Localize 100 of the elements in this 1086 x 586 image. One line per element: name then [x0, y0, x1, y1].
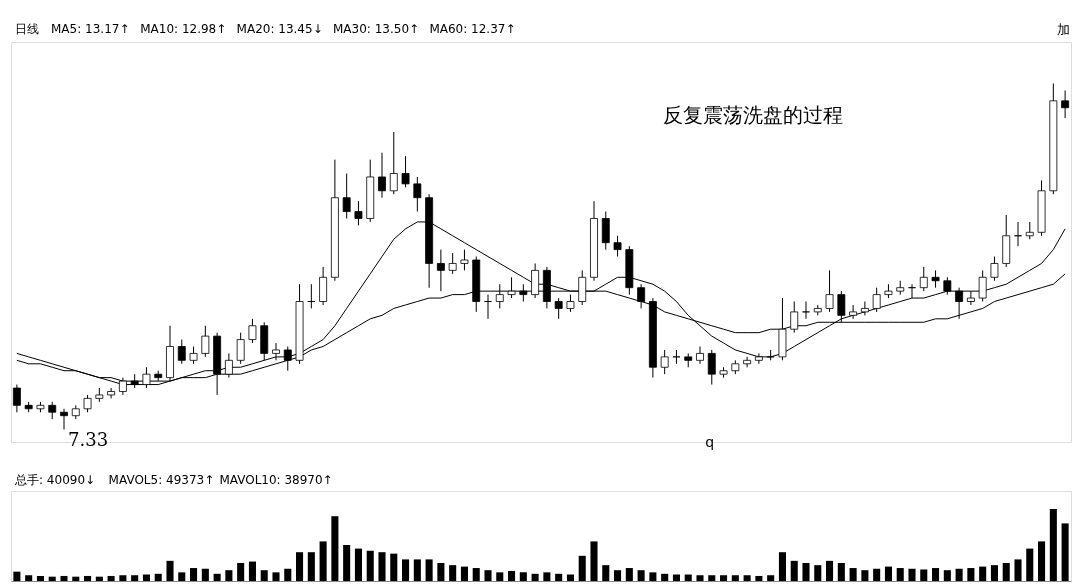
bar — [708, 575, 716, 581]
candlestick — [919, 266, 928, 292]
candlestick — [660, 349, 669, 375]
candlestick — [283, 346, 292, 372]
bar — [943, 570, 951, 581]
bar — [213, 573, 221, 581]
bar — [614, 570, 622, 581]
bar — [484, 570, 492, 581]
text: MA30: 13.50↑ — [333, 22, 420, 36]
candlestick — [966, 290, 975, 306]
bar — [13, 571, 21, 581]
bar — [131, 575, 139, 581]
bar — [555, 573, 563, 581]
bar — [84, 575, 92, 581]
candlestick — [248, 318, 257, 344]
bar — [437, 563, 445, 581]
bar — [531, 573, 539, 581]
bar — [366, 550, 374, 581]
bar — [672, 574, 680, 581]
bar — [1002, 563, 1010, 581]
candlestick — [554, 297, 563, 320]
bar — [932, 568, 940, 581]
candlestick — [802, 301, 810, 320]
candlestick — [60, 408, 68, 431]
candlestick — [849, 304, 858, 320]
candlestick — [860, 301, 869, 316]
bar — [296, 552, 304, 581]
candlestick — [401, 155, 410, 188]
bar — [720, 575, 728, 581]
bar — [1014, 559, 1022, 581]
bar — [331, 516, 339, 581]
text: MA5: 13.17↑ — [51, 22, 130, 36]
bar — [107, 575, 115, 581]
bar — [508, 570, 516, 581]
bar — [1038, 541, 1046, 581]
bar — [826, 560, 834, 581]
candlestick — [107, 387, 116, 399]
bar — [36, 575, 44, 581]
bar — [413, 559, 421, 581]
bar — [460, 566, 468, 581]
bar — [95, 576, 103, 581]
bar — [378, 552, 386, 581]
candlestick — [378, 152, 386, 199]
bar — [425, 559, 433, 581]
text: 加 — [1057, 22, 1070, 37]
bar — [920, 569, 928, 581]
candlestick — [436, 249, 445, 292]
bar — [237, 563, 245, 581]
bar — [284, 568, 292, 581]
chart-title: 日线 — [15, 22, 39, 36]
bar — [1061, 523, 1069, 581]
bar — [661, 573, 669, 581]
bar — [166, 560, 174, 581]
bar — [260, 570, 268, 581]
bar — [119, 575, 127, 581]
bar — [967, 568, 975, 581]
bar — [566, 574, 574, 581]
bar — [154, 573, 162, 581]
bar — [590, 541, 598, 581]
bar — [884, 566, 892, 581]
candlestick — [790, 301, 799, 334]
bar — [1026, 548, 1034, 581]
bar — [1049, 509, 1057, 581]
candlestick — [613, 235, 622, 258]
bar — [696, 575, 704, 581]
candlestick — [825, 269, 834, 313]
candlestick — [495, 283, 504, 309]
candlestick — [507, 276, 516, 299]
candlestick — [637, 283, 646, 309]
text: MAVOL5: 49373↑ — [108, 473, 215, 487]
text: q — [705, 434, 715, 450]
bar — [731, 575, 739, 581]
candlestick — [837, 290, 846, 323]
candlestick — [990, 256, 999, 282]
candlestick — [743, 356, 752, 368]
bar — [743, 575, 751, 581]
bar — [637, 570, 645, 581]
text: MA10: 12.98↑ — [140, 22, 227, 36]
text: MA60: 12.37↑ — [429, 22, 516, 36]
bar — [472, 568, 480, 581]
bar — [48, 576, 56, 581]
bar — [896, 568, 904, 581]
bar — [908, 568, 916, 581]
bar — [496, 572, 504, 581]
bar — [625, 568, 633, 581]
candlestick — [1061, 89, 1070, 119]
candlestick — [872, 287, 881, 313]
bar — [814, 565, 822, 581]
candlestick — [696, 346, 704, 365]
bar — [272, 572, 280, 581]
candlestick — [754, 352, 763, 365]
annotation: 7.33 — [68, 428, 109, 450]
bar — [684, 574, 692, 581]
candlestick — [978, 269, 987, 303]
bar — [955, 568, 963, 581]
candlestick — [448, 252, 457, 275]
bar — [190, 568, 198, 581]
bar — [767, 575, 775, 581]
candlestick — [707, 349, 716, 386]
bar — [861, 570, 869, 581]
